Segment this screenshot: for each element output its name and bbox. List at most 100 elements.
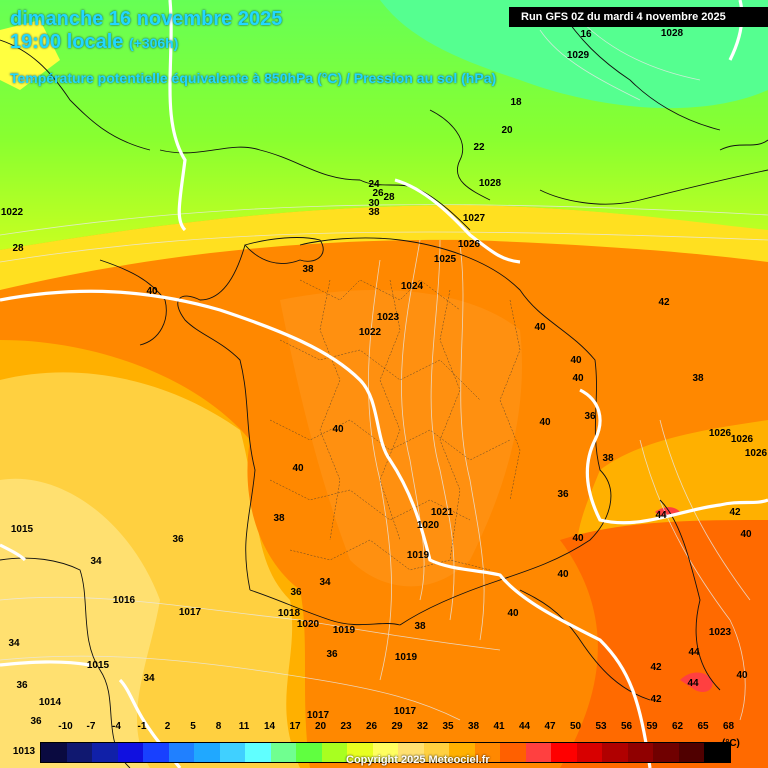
field-red-spot — [680, 672, 713, 692]
pressure-label: 1022 — [1, 207, 24, 218]
pressure-label: 18 — [510, 97, 522, 108]
pressure-label: 1027 — [463, 213, 486, 224]
temperature-label: 40 — [557, 569, 569, 580]
run-info: Run GFS 0Z du mardi 4 novembre 2025 — [509, 7, 768, 27]
legend-tick-label: 68 — [722, 721, 735, 732]
legend-tick-label: 14 — [263, 721, 276, 732]
pressure-label: 22 — [473, 142, 485, 153]
temperature-label: 42 — [658, 297, 670, 308]
temperature-label: 40 — [736, 670, 748, 681]
legend-tick-label: 11 — [238, 721, 250, 732]
legend-swatch — [678, 743, 704, 762]
legend-swatch — [551, 743, 577, 762]
pressure-label: 1015 — [11, 524, 34, 535]
temperature-label: 42 — [729, 507, 741, 518]
pressure-label: 1019 — [333, 625, 356, 636]
temperature-label: 40 — [534, 322, 546, 333]
legend-tick-label: 47 — [544, 721, 556, 732]
pressure-label: 1022 — [359, 327, 382, 338]
pressure-label: 1019 — [407, 550, 430, 561]
temperature-label: 40 — [292, 463, 304, 474]
temperature-label: 36 — [172, 534, 184, 545]
temperature-label: 36 — [584, 411, 596, 422]
temperature-label: 34 — [90, 556, 102, 567]
legend-swatch — [398, 743, 424, 762]
temperature-label: 40 — [572, 373, 584, 384]
temperature-label: 44 — [655, 510, 667, 521]
temperature-label: 34 — [319, 577, 331, 588]
temperature-label: 36 — [557, 489, 569, 500]
pressure-label: 1015 — [87, 660, 110, 671]
pressure-label: 16 — [580, 29, 592, 40]
legend-swatch — [194, 743, 220, 762]
forecast-lead-time: (+306h) — [128, 35, 179, 51]
legend-tick-label: 23 — [340, 721, 352, 732]
pressure-label: 1023 — [709, 627, 732, 638]
legend-swatch — [245, 743, 271, 762]
legend-tick-label: 29 — [391, 721, 403, 732]
legend-swatch — [423, 743, 449, 762]
legend-tick-label: 53 — [595, 721, 607, 732]
legend-tick-label: -1 — [137, 721, 147, 732]
legend-tick-label: 59 — [646, 721, 658, 732]
pressure-label: 1029 — [567, 50, 590, 61]
temperature-label: 38 — [414, 621, 426, 632]
legend-swatch — [143, 743, 169, 762]
legend-swatch — [270, 743, 296, 762]
forecast-date: dimanche 16 novembre 2025 — [10, 8, 283, 30]
legend-swatch — [321, 743, 347, 762]
temperature-label: 38 — [692, 373, 704, 384]
pressure-label: 1026 — [731, 434, 754, 445]
legend-swatch — [66, 743, 92, 762]
legend-swatch — [704, 743, 730, 762]
pressure-label: 1028 — [479, 178, 502, 189]
pressure-label: 1017 — [307, 710, 330, 721]
temperature-label: 34 — [143, 673, 155, 684]
legend-unit: (°C) — [722, 738, 740, 749]
legend-swatch — [372, 743, 398, 762]
pressure-label: 1026 — [458, 239, 481, 250]
pressure-label: 1025 — [434, 254, 457, 265]
legend-swatch — [627, 743, 653, 762]
pressure-label: 28 — [12, 243, 24, 254]
field-red-southeast — [560, 520, 768, 768]
forecast-time: 19:00 locale (+306h) — [10, 31, 178, 54]
legend-tick-label: 38 — [467, 721, 480, 732]
legend-tick-label: 26 — [365, 721, 378, 732]
temperature-label: 26 — [372, 188, 384, 199]
forecast-time-main: 19:00 locale — [10, 31, 124, 53]
pressure-label: 1013 — [13, 746, 36, 757]
temperature-label: 36 — [326, 649, 338, 660]
temperature-label: 28 — [383, 192, 395, 203]
legend-tick-label: 41 — [493, 721, 505, 732]
pressure-label: 1016 — [113, 595, 136, 606]
temperature-label: 36 — [16, 680, 28, 691]
temperature-label: 34 — [8, 638, 20, 649]
pressure-label: 1021 — [431, 507, 454, 518]
legend-swatch — [117, 743, 143, 762]
isobars — [0, 19, 768, 721]
legend-tick-label: 62 — [671, 721, 684, 732]
legend-swatch — [219, 743, 245, 762]
legend-swatches — [40, 742, 731, 763]
legend-tick-label: 35 — [442, 721, 454, 732]
legend-tick-label: 32 — [416, 721, 429, 732]
field-cyan-north — [380, 0, 768, 109]
pressure-label: 1017 — [394, 706, 417, 717]
pressure-label: 1019 — [395, 652, 418, 663]
legend-tick-label: 5 — [190, 721, 196, 732]
temperature-label: 36 — [290, 587, 302, 598]
temperature-label: 38 — [273, 513, 285, 524]
legend-tick-label: -7 — [86, 721, 96, 732]
map-subtitle: Température potentielle équivalente à 85… — [10, 70, 497, 86]
field-pale-southwest — [0, 478, 160, 768]
legend-swatch — [92, 743, 118, 762]
legend-swatch — [41, 743, 67, 762]
temperature-label: 42 — [650, 694, 662, 705]
pressure-label: 1020 — [297, 619, 320, 630]
copyright: Copyright 2025 Meteociel.fr — [346, 754, 490, 766]
temperature-label: 40 — [570, 355, 582, 366]
pressure-label: 1028 — [661, 28, 684, 39]
